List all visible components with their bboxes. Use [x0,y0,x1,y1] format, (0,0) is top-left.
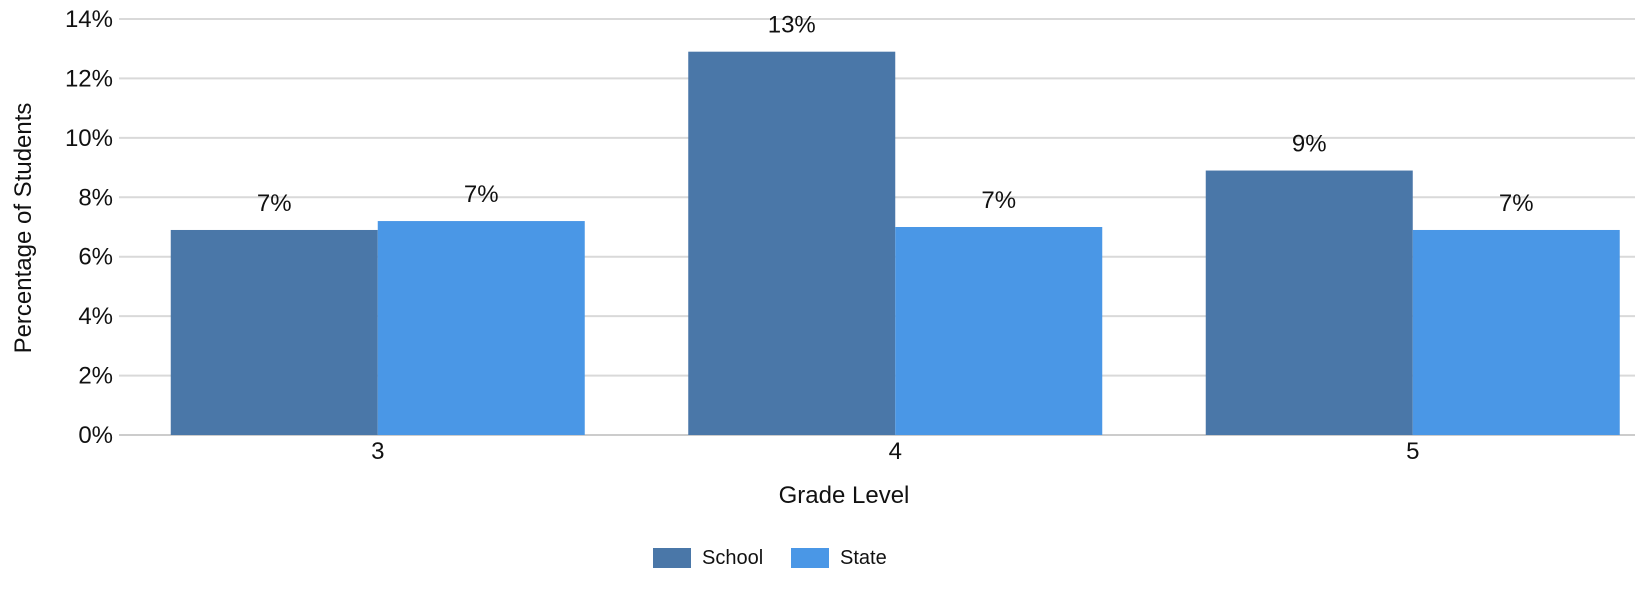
y-tick-label: 6% [78,244,113,271]
x-axis-title: Grade Level [779,482,910,509]
bar-state-grade-5 [1412,229,1620,435]
data-label-state-grade-3: 7% [464,181,499,208]
data-label-state-grade-5: 7% [1499,190,1534,217]
legend: School State [653,547,887,569]
bar-school-grade-5 [1205,170,1413,436]
x-tick-label: 5 [1406,438,1419,465]
x-tick-label: 4 [889,438,902,465]
y-tick-label: 14% [65,6,113,33]
data-label-school-grade-4: 13% [768,12,816,39]
y-axis-title: Percentage of Students [10,103,37,354]
bars [170,51,1620,436]
x-tick-label: 3 [371,438,384,465]
y-tick-label: 2% [78,363,113,390]
data-label-school-grade-5: 9% [1292,131,1327,158]
bar-school-grade-3 [170,229,378,435]
bar-state-grade-4 [895,227,1103,435]
x-axis-tick-labels: 3 4 5 [371,438,1419,465]
bar-school-grade-4 [688,51,896,435]
legend-swatch-school [653,548,691,568]
bar-state-grade-3 [377,221,585,435]
y-tick-label: 10% [65,125,113,152]
legend-label-school: School [702,547,763,569]
y-axis-tick-labels: 0% 2% 4% 6% 8% 10% 12% 14% [65,6,113,449]
y-tick-label: 0% [78,422,113,449]
y-tick-label: 12% [65,65,113,92]
data-labels: 7% 7% 13% 7% 9% 7% [257,12,1534,217]
y-tick-label: 4% [78,303,113,330]
legend-label-state: State [840,547,887,569]
y-tick-label: 8% [78,184,113,211]
data-label-school-grade-3: 7% [257,190,292,217]
data-label-state-grade-4: 7% [981,187,1016,214]
legend-swatch-state [791,548,829,568]
